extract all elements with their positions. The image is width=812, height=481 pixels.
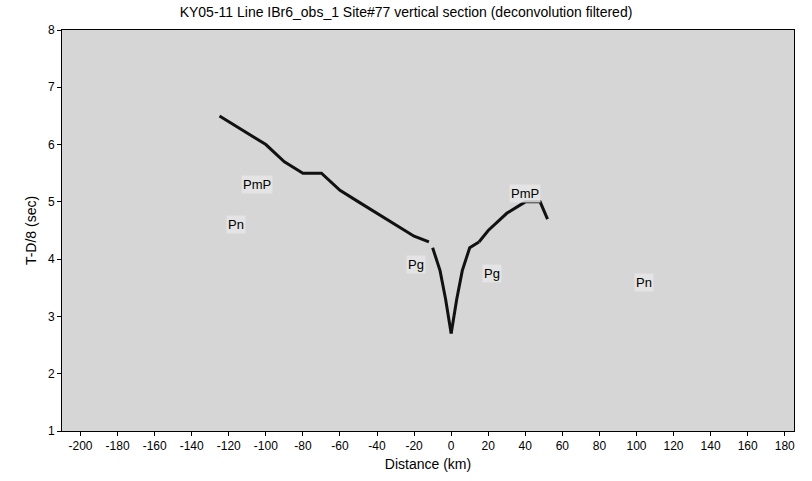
svg-text:-40: -40 (368, 439, 386, 453)
svg-text:PmP: PmP (243, 177, 271, 192)
svg-text:PmP: PmP (511, 186, 539, 201)
svg-text:-60: -60 (331, 439, 349, 453)
svg-text:6: 6 (48, 138, 55, 152)
svg-text:KY05-11 Line IBr6_obs_1 Site#7: KY05-11 Line IBr6_obs_1 Site#77 vertical… (180, 4, 633, 20)
svg-text:Pg: Pg (484, 266, 500, 281)
svg-text:-200: -200 (69, 439, 93, 453)
svg-text:Pg: Pg (408, 257, 424, 272)
svg-text:100: 100 (626, 439, 646, 453)
svg-text:2: 2 (48, 367, 55, 381)
svg-text:-120: -120 (217, 439, 241, 453)
svg-text:0: 0 (448, 439, 455, 453)
svg-text:-140: -140 (180, 439, 204, 453)
svg-text:Pn: Pn (636, 275, 652, 290)
svg-text:3: 3 (48, 310, 55, 324)
svg-text:120: 120 (664, 439, 684, 453)
svg-text:-20: -20 (405, 439, 423, 453)
svg-text:Distance (km): Distance (km) (385, 456, 471, 472)
svg-text:140: 140 (701, 439, 721, 453)
svg-text:-160: -160 (143, 439, 167, 453)
svg-text:-100: -100 (254, 439, 278, 453)
svg-text:60: 60 (556, 439, 570, 453)
svg-text:-80: -80 (294, 439, 312, 453)
svg-text:4: 4 (48, 252, 55, 266)
svg-text:180: 180 (775, 439, 795, 453)
svg-text:-180: -180 (106, 439, 130, 453)
svg-text:80: 80 (593, 439, 607, 453)
svg-text:160: 160 (738, 439, 758, 453)
svg-text:Pn: Pn (228, 217, 244, 232)
svg-text:5: 5 (48, 195, 55, 209)
svg-text:40: 40 (519, 439, 533, 453)
svg-text:20: 20 (482, 439, 496, 453)
svg-text:1: 1 (48, 424, 55, 438)
svg-text:T-D/8 (sec): T-D/8 (sec) (23, 196, 39, 265)
svg-text:8: 8 (48, 23, 55, 37)
svg-text:7: 7 (48, 80, 55, 94)
